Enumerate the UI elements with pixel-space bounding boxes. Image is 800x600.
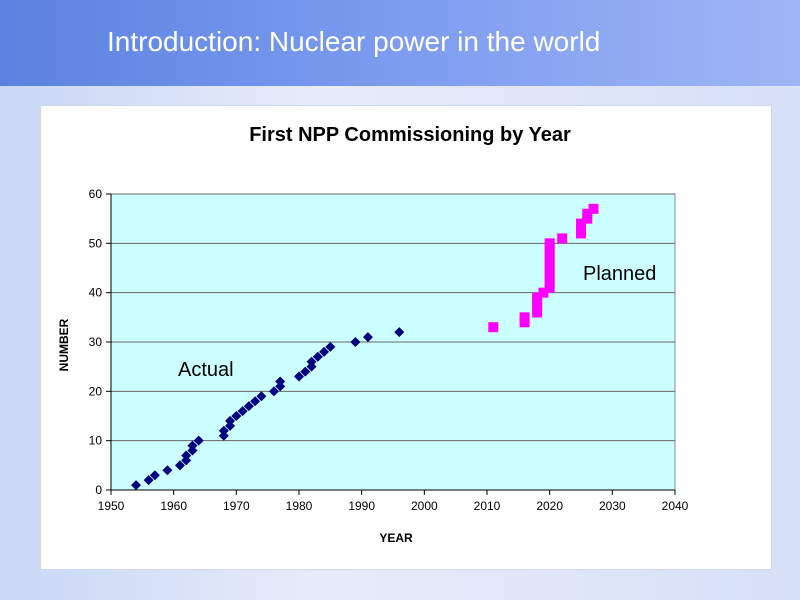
data-point-planned (538, 287, 549, 298)
data-point-actual (294, 371, 304, 382)
y-tick-label: 40 (89, 286, 103, 300)
data-point-planned (588, 203, 599, 214)
y-axis-label: NUMBER (57, 318, 71, 371)
data-point-actual (325, 341, 336, 352)
data-point-actual (275, 376, 286, 387)
data-point-actual (350, 337, 361, 347)
chart-title: First NPP Commissioning by Year (249, 124, 571, 146)
x-tick-label: 2010 (474, 499, 501, 513)
data-point-actual (256, 391, 267, 402)
data-point-planned (576, 218, 586, 229)
x-tick-label: 1990 (348, 499, 375, 513)
annotation-actual: Actual (178, 359, 234, 381)
data-point-actual (312, 351, 323, 362)
x-axis-label: YEAR (379, 531, 413, 545)
data-point-actual (268, 386, 279, 397)
x-tick-label: 2030 (599, 499, 626, 513)
data-point-actual (319, 346, 330, 357)
data-point-actual (131, 480, 142, 491)
data-point-actual (362, 332, 373, 343)
y-tick-label: 20 (89, 384, 103, 398)
data-point-planned (544, 238, 555, 249)
data-point-actual (143, 475, 154, 486)
data-point-actual (174, 460, 185, 471)
y-tick-label: 0 (95, 483, 102, 497)
annotation-planned: Planned (583, 263, 656, 285)
data-point-actual (162, 465, 173, 476)
data-point-actual (193, 435, 204, 446)
x-tick-label: 2000 (411, 499, 438, 513)
x-tick-label: 1960 (160, 499, 187, 513)
data-point-actual (181, 450, 192, 461)
data-point-actual (394, 327, 405, 338)
x-tick-label: 2040 (662, 499, 689, 513)
data-point-planned (582, 208, 593, 219)
y-tick-label: 30 (89, 335, 103, 349)
y-tick-label: 60 (89, 187, 103, 201)
data-point-planned (532, 292, 543, 303)
x-tick-label: 2020 (536, 499, 563, 513)
data-point-actual (237, 406, 248, 417)
data-point-actual (225, 415, 236, 426)
data-point-planned (557, 233, 568, 244)
y-tick-label: 50 (89, 236, 103, 250)
data-point-actual (243, 401, 254, 412)
data-point-planned (488, 322, 499, 333)
x-tick-label: 1950 (98, 499, 125, 513)
data-point-actual (231, 411, 242, 421)
data-point-actual (306, 356, 317, 367)
data-point-actual (149, 470, 160, 481)
data-point-actual (187, 440, 198, 451)
y-tick-label: 10 (89, 434, 103, 448)
x-tick-label: 1970 (223, 499, 250, 513)
slide-title: Introduction: Nuclear power in the world (107, 26, 601, 57)
data-point-planned (519, 312, 530, 323)
data-point-actual (250, 396, 261, 407)
data-point-actual (218, 425, 229, 436)
x-tick-label: 1980 (286, 499, 313, 513)
data-point-actual (300, 366, 311, 377)
slide-header (0, 0, 800, 86)
